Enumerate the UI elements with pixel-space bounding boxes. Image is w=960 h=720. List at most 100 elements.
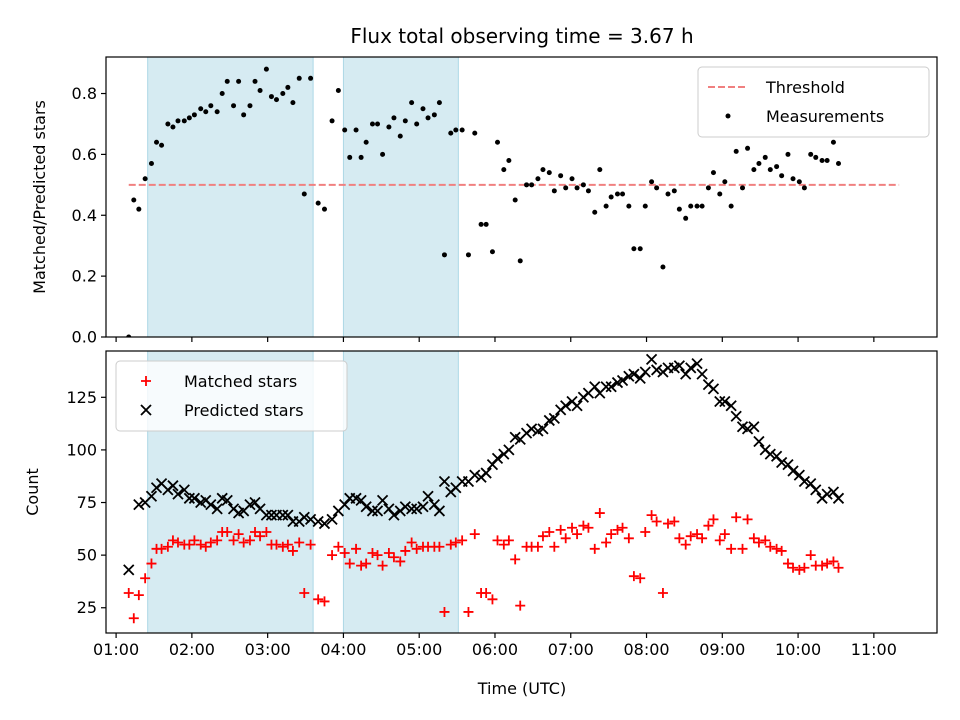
- matched-point: [319, 596, 330, 607]
- matched-point: [555, 524, 566, 535]
- matched-point: [646, 510, 657, 521]
- measurement-point: [375, 121, 381, 127]
- measurement-point: [558, 173, 564, 179]
- matched-point: [327, 550, 338, 561]
- measurement-point: [779, 173, 785, 179]
- y-tick-label: 25: [77, 598, 97, 617]
- matched-point: [195, 539, 206, 550]
- measurement-point: [198, 106, 204, 112]
- predicted-point: [183, 492, 195, 504]
- measurement-point: [181, 118, 187, 124]
- matched-point: [361, 558, 372, 569]
- measurement-point: [391, 115, 397, 121]
- measurement-point: [835, 161, 841, 167]
- matched-point: [532, 541, 543, 552]
- y-tick-label: 0.2: [72, 267, 97, 286]
- measurement-point: [441, 252, 447, 258]
- matched-point: [703, 520, 714, 531]
- legend-box: [697, 66, 930, 138]
- measurement-point: [512, 197, 518, 203]
- matched-point: [635, 573, 646, 584]
- predicted-point: [748, 421, 760, 433]
- matched-point: [498, 539, 509, 550]
- predicted-point: [205, 498, 217, 511]
- measurement-point: [574, 185, 580, 191]
- predicted-point: [616, 374, 629, 387]
- matched-point: [799, 562, 810, 573]
- matched-point: [233, 529, 244, 540]
- measurement-point: [767, 167, 773, 173]
- measurement-point: [414, 121, 420, 127]
- matched-point: [822, 558, 833, 569]
- observing-interval: [342, 350, 459, 634]
- matched-point: [606, 529, 617, 540]
- y-axis-label: Count: [23, 468, 42, 516]
- matched-point: [567, 522, 578, 533]
- matched-point: [434, 541, 445, 552]
- measurement-point: [524, 182, 530, 188]
- measurement-point: [203, 109, 209, 115]
- measurement-point: [637, 246, 643, 252]
- matched-point: [708, 514, 719, 525]
- predicted-point: [265, 509, 278, 521]
- measurement-point: [495, 139, 501, 145]
- predicted-point: [741, 423, 754, 435]
- measurement-point: [268, 94, 274, 100]
- predicted-point: [650, 364, 663, 376]
- x-tick-label: 07:00: [548, 640, 594, 659]
- y-tick-label: 100: [66, 440, 97, 459]
- measurement-point: [263, 66, 269, 72]
- matched-point: [742, 514, 753, 525]
- x-tick-label: 08:00: [623, 640, 669, 659]
- measurement-point: [745, 145, 751, 151]
- observing-interval: [147, 56, 314, 338]
- matched-point: [222, 526, 233, 537]
- measurement-point: [483, 221, 489, 227]
- matched-point: [305, 539, 316, 550]
- matched-point: [628, 571, 639, 582]
- measurement-point: [699, 203, 705, 209]
- matched-point: [748, 533, 759, 544]
- measurement-point: [252, 78, 258, 84]
- measurement-point: [159, 142, 165, 148]
- legend-label: Measurements: [766, 107, 884, 126]
- predicted-point: [221, 494, 233, 507]
- measurement-point: [824, 157, 830, 163]
- matched-point: [771, 543, 782, 554]
- predicted-point: [725, 400, 737, 412]
- legend-measurement-swatch: [725, 113, 731, 119]
- measurement-point: [386, 124, 392, 130]
- y-tick-label: 125: [66, 388, 97, 407]
- predicted-point: [469, 469, 481, 481]
- measurement-point: [219, 91, 225, 97]
- y-tick-label: 50: [77, 546, 97, 565]
- measurement-point: [569, 176, 575, 182]
- matched-point: [271, 539, 282, 550]
- matched-point: [411, 543, 422, 554]
- predicted-point: [764, 448, 776, 460]
- matched-point: [140, 573, 151, 584]
- matched-point: [481, 588, 492, 599]
- matched-point: [510, 554, 521, 565]
- matched-point: [589, 543, 600, 554]
- predicted-point: [145, 490, 158, 502]
- measurement-point: [790, 176, 796, 182]
- matched-point: [674, 533, 685, 544]
- matched-point: [333, 541, 344, 552]
- measurement-point: [813, 154, 819, 160]
- predicted-point: [326, 513, 338, 525]
- matched-point: [406, 537, 417, 548]
- x-tick-label: 05:00: [396, 640, 442, 659]
- measurement-point: [420, 106, 426, 112]
- measurement-point: [671, 188, 677, 194]
- predicted-point: [810, 484, 822, 496]
- measurement-point: [148, 161, 154, 167]
- measurement-point: [608, 194, 614, 200]
- matched-point: [250, 526, 261, 537]
- predicted-point: [798, 475, 811, 488]
- matched-point: [537, 531, 548, 542]
- matched-point: [450, 537, 461, 548]
- matched-point: [726, 543, 737, 554]
- matched-point: [640, 526, 651, 537]
- matched-point: [162, 541, 173, 552]
